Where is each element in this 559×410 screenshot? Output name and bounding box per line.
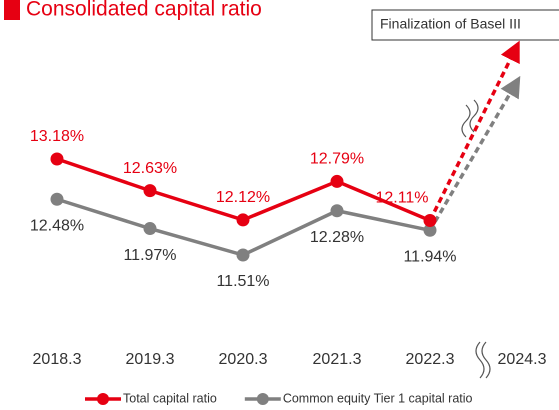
legend-marker (256, 393, 269, 405)
axis-break (481, 341, 491, 379)
x-tick-label: 2022.3 (406, 351, 455, 368)
data-label: 12.79% (310, 151, 364, 168)
chart-title: Consolidated capital ratio (26, 0, 262, 21)
data-label: 12.28% (310, 229, 364, 246)
data-point (236, 213, 250, 227)
data-point (50, 192, 64, 206)
annotation: Finalization of Basel III (380, 16, 521, 32)
data-point (143, 184, 157, 198)
x-tick-label: 2021.3 (313, 351, 362, 368)
data-point (236, 248, 250, 262)
title-marker (4, 0, 20, 20)
data-point (143, 222, 157, 236)
data-label: 12.12% (216, 189, 270, 206)
break-mark (461, 104, 471, 138)
trend-arrow (428, 40, 520, 222)
trend-arrow (428, 75, 521, 232)
data-label: 12.63% (123, 160, 177, 177)
x-tick-label: 2024.3 (498, 351, 547, 368)
data-point (423, 214, 437, 228)
data-point (423, 223, 437, 237)
x-tick-label: 2019.3 (126, 351, 175, 368)
data-label: 12.11% (375, 190, 428, 207)
x-tick-label: 2018.3 (33, 351, 82, 368)
legend-label: Total capital ratio (123, 391, 217, 405)
data-point (50, 152, 64, 166)
data-label: 11.94% (403, 249, 456, 266)
axis-break (475, 341, 485, 379)
data-point (330, 204, 344, 218)
break-mark (469, 99, 479, 133)
series-line (56, 197, 431, 257)
data-label: 12.48% (30, 217, 84, 234)
legend-marker (97, 393, 109, 405)
annotation-box (371, 9, 559, 41)
data-label: 11.97% (123, 247, 176, 264)
data-label: 11.51% (216, 273, 269, 290)
data-label: 13.18% (30, 128, 84, 145)
data-point (330, 174, 344, 188)
legend-label: Common equity Tier 1 capital ratio (283, 391, 473, 405)
x-tick-label: 2020.3 (219, 351, 268, 368)
